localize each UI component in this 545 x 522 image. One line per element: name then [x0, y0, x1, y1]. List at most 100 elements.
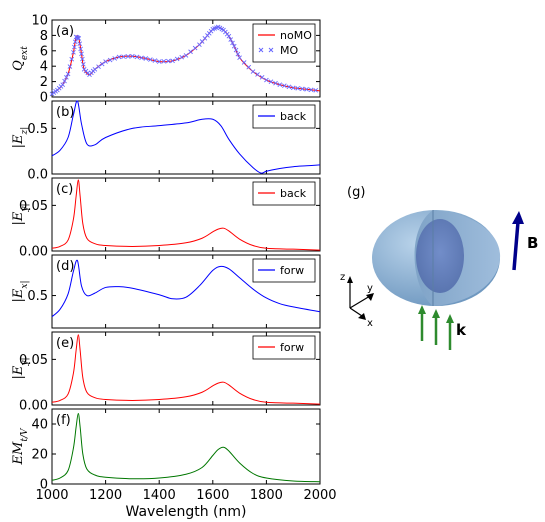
y-tick-label: 0.5 [27, 289, 48, 304]
data-point [72, 39, 78, 45]
data-point [65, 71, 71, 77]
data-point [125, 54, 131, 59]
y-tick-label: 2 [40, 75, 48, 90]
data-point [286, 84, 292, 90]
data-point [76, 36, 82, 41]
y-axis-label: EMt/V [11, 427, 30, 465]
y-axis-label: |Ex| [11, 281, 30, 303]
plot-frame [51, 408, 321, 485]
y-axis-label: |Ey| [11, 204, 30, 226]
plot-frame [51, 177, 321, 252]
data-point [79, 51, 84, 57]
field-label: B [527, 234, 538, 252]
legend-label: forw [280, 341, 304, 354]
data-point [78, 46, 83, 52]
data-point [299, 86, 305, 92]
data-point [64, 75, 69, 80]
y-tick-label: 0 [40, 91, 48, 106]
legend-box [252, 104, 316, 129]
x-axis-label: Wavelength (nm) [126, 504, 247, 520]
data-point [103, 59, 108, 64]
data-point [174, 56, 180, 62]
data-point [228, 37, 234, 42]
data-point [313, 88, 319, 93]
data-point [130, 53, 135, 59]
y-tick-label: 0.00 [19, 245, 48, 260]
series-line-back [51, 179, 321, 251]
panel-tag: (f) [56, 413, 71, 428]
data-point [60, 82, 66, 87]
panel-tag: (e) [56, 336, 74, 351]
data-point [143, 56, 149, 61]
data-point [179, 54, 185, 60]
y-tick-label: 0.5 [27, 122, 48, 137]
data-point [282, 83, 287, 89]
legend-box [252, 258, 316, 283]
legend-label: back [280, 187, 307, 200]
plot-frame [51, 100, 321, 175]
data-point [112, 56, 118, 61]
data-point [156, 59, 162, 64]
data-point [80, 62, 86, 67]
data-point [96, 64, 101, 69]
data-point [188, 49, 193, 55]
field-arrow-head [512, 211, 524, 224]
data-point [67, 64, 73, 69]
data-point [264, 77, 269, 83]
legend-label: noMO [280, 29, 312, 42]
panel-5: 0.00 0.05 (e) forw [19, 331, 321, 414]
legend-label: MO [280, 44, 298, 57]
y-tick-label: 20 [31, 448, 48, 463]
legend-box [252, 23, 316, 63]
data-point [259, 75, 265, 80]
data-point [99, 61, 105, 67]
data-point [246, 64, 252, 70]
y-tick-label: 0.05 [19, 353, 48, 368]
legend: back [252, 181, 316, 206]
data-point [230, 40, 235, 46]
y-tick-label: 10 [31, 14, 48, 29]
data-point [183, 53, 189, 58]
data-point [77, 41, 83, 47]
data-point [295, 85, 301, 91]
y-tick-label: 6 [40, 44, 48, 59]
legend: back [252, 104, 316, 129]
data-point [226, 33, 232, 39]
legend-label: back [280, 110, 307, 123]
data-point [134, 54, 140, 60]
data-point [273, 80, 278, 86]
x-tick-label: 2000 [303, 488, 336, 503]
series-MO-markers [49, 24, 319, 97]
schematic-panel: (g) B k z y x [340, 185, 538, 350]
schematic-tag: (g) [347, 185, 365, 200]
legend-marker [268, 47, 274, 53]
data-point [250, 69, 256, 74]
legend-box [252, 335, 316, 360]
x-tick-label: 1800 [250, 488, 283, 503]
y-tick-label: 0.00 [19, 399, 48, 414]
data-point [277, 82, 283, 87]
plot-frame [51, 19, 321, 98]
legend: forw [252, 335, 316, 360]
panel-tag: (d) [56, 259, 74, 274]
x-tick-label: 1400 [143, 488, 176, 503]
data-point [121, 54, 126, 60]
legend: forw [252, 258, 316, 283]
data-point [304, 86, 309, 92]
data-point [161, 59, 167, 64]
y-axis-label: |Ez| [11, 127, 30, 149]
legend-box [252, 181, 316, 206]
data-point [308, 87, 314, 93]
x-tick-label: 1000 [35, 488, 68, 503]
legend-label: forw [280, 264, 304, 277]
panel-2: 0.0 0.5 (b) back [27, 100, 321, 183]
data-point [80, 56, 85, 62]
data-point [231, 43, 237, 49]
plot-frame [51, 254, 321, 329]
data-point [92, 66, 98, 72]
data-point [69, 56, 75, 62]
y-tick-label: 4 [40, 60, 48, 75]
